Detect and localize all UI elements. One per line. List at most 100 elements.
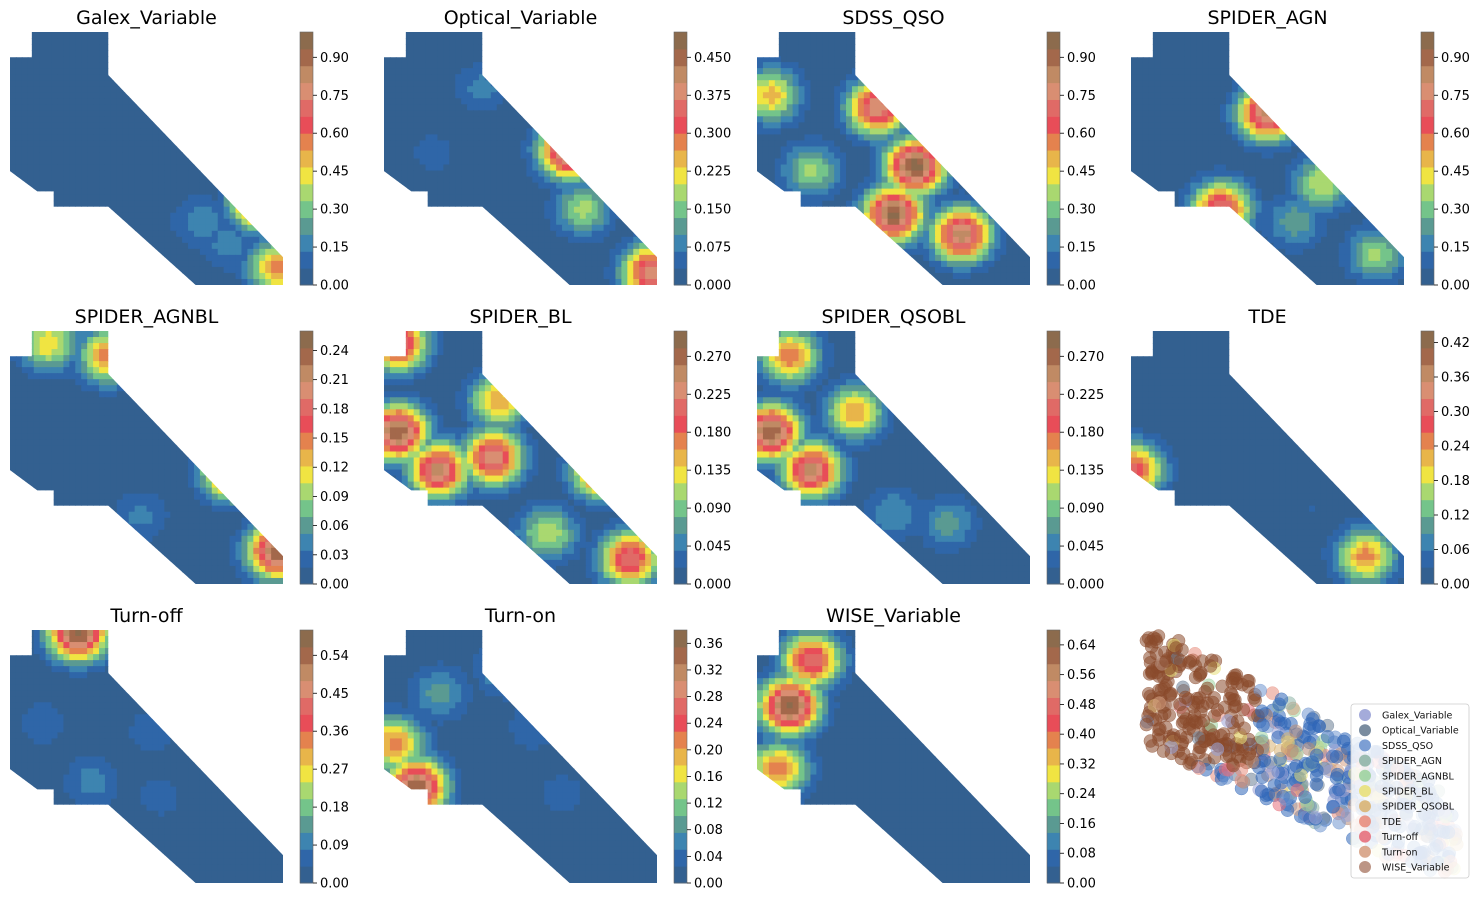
colorbar-tick-label: 0.03 <box>320 548 349 563</box>
legend-marker <box>1359 754 1371 767</box>
legend-label: SPIDER_AGN <box>1382 756 1442 767</box>
colorbar-tick-label: 0.60 <box>1067 127 1096 142</box>
legend-item: SDSS_QSO <box>1359 739 1433 752</box>
colorbar-tick-label: 0.36 <box>320 725 349 740</box>
legend-marker <box>1359 830 1371 843</box>
scatter-point <box>1152 683 1166 698</box>
colorbar-tick-label: 0.135 <box>694 464 731 479</box>
panel-1: Optical_Variable 0.000 0.075 0.150 0.225 0.30… <box>384 7 731 294</box>
colorbar-tick-label: 0.30 <box>1441 405 1470 420</box>
legend-marker <box>1359 845 1371 858</box>
scatter-point <box>1254 784 1269 798</box>
colorbar-tick-label: 0.270 <box>1067 350 1104 365</box>
colorbar-tick-label: 0.450 <box>694 51 731 66</box>
scatter-point <box>1242 747 1257 761</box>
colorbar-tick-label: 0.64 <box>1067 638 1096 653</box>
colorbar-tick-label: 0.18 <box>320 801 349 816</box>
colorbar-tick-label: 0.000 <box>1067 578 1104 593</box>
colorbar-tick-label: 0.12 <box>694 797 723 812</box>
colorbar-tick-label: 0.09 <box>320 839 349 854</box>
scatter-point <box>1193 667 1208 681</box>
legend-item: TDE <box>1359 815 1401 828</box>
legend-box <box>1350 703 1470 879</box>
scatter-point <box>1156 744 1171 758</box>
colorbar-tick-label: 0.30 <box>1067 203 1096 218</box>
colorbar: 0.000 0.045 0.090 0.135 0.180 0.225 0.270 <box>673 330 731 593</box>
scatter-point <box>1210 742 1225 756</box>
contour-field <box>384 331 657 584</box>
panel-title: SPIDER_BL <box>469 306 571 328</box>
panel-title: SPIDER_AGN <box>1207 7 1327 29</box>
legend-label: SPIDER_AGNBL <box>1382 771 1455 782</box>
colorbar-tick-label: 0.180 <box>694 426 731 441</box>
scatter-point <box>1200 681 1215 696</box>
scatter-point <box>1230 749 1245 764</box>
legend-label: TDE <box>1381 817 1401 828</box>
contour-field <box>1131 331 1404 584</box>
panel-7: TDE 0.00 0.06 0.12 0.18 0.24 0.30 0.36 0.42 <box>1131 306 1470 593</box>
scatter-point <box>1169 641 1183 655</box>
legend-item: Turn-on <box>1359 845 1418 858</box>
colorbar-tick-label: 0.40 <box>1067 728 1096 743</box>
legend-marker <box>1359 709 1371 721</box>
colorbar-tick-label: 0.48 <box>1067 698 1096 713</box>
colorbar: 0.00 0.08 0.16 0.24 0.32 0.40 0.48 0.56 0.64 <box>1046 629 1096 892</box>
colorbar-tick-label: 0.28 <box>694 690 723 705</box>
legend-marker <box>1359 815 1371 828</box>
legend-item: SPIDER_AGN <box>1359 754 1442 767</box>
panel-4: SPIDER_AGNBL 0.00 0.03 0.06 0.09 0.12 0.15 0.18… <box>10 306 349 593</box>
legend-marker <box>1359 785 1371 797</box>
contour-field <box>10 630 283 883</box>
scatter-point <box>1265 765 1280 780</box>
colorbar-tick-label: 0.270 <box>694 350 731 365</box>
colorbar-tick-label: 0.24 <box>320 344 349 359</box>
colorbar-tick-label: 0.180 <box>1067 426 1104 441</box>
scatter-point <box>1173 697 1187 712</box>
scatter-point <box>1227 668 1242 683</box>
colorbar-tick-label: 0.18 <box>1441 474 1470 489</box>
colorbar-tick-label: 0.24 <box>1441 440 1470 455</box>
colorbar: 0.00 0.04 0.08 0.12 0.16 0.20 0.24 0.28 0.32 0.36 <box>673 629 723 892</box>
scatter-point <box>1159 654 1173 668</box>
scatter-point <box>1207 691 1221 705</box>
colorbar-tick-label: 0.00 <box>320 279 349 294</box>
panel-title: SPIDER_QSOBL <box>821 306 965 328</box>
panel-3: SPIDER_AGN 0.00 0.15 0.30 0.45 0.60 0.75 0.90 <box>1131 7 1470 294</box>
colorbar-tick-label: 0.75 <box>1441 89 1470 104</box>
panel-5: SPIDER_BL0.0000.0450.0900.1350.1800.2250… <box>384 306 731 593</box>
colorbar-tick-label: 0.08 <box>1067 847 1096 862</box>
panel-2: SDSS_QSO 0.00 0.15 0.30 0.45 0.60 0.75 0.90 <box>757 7 1096 294</box>
colorbar-tick-label: 0.00 <box>1067 279 1096 294</box>
scatter-point <box>1230 714 1245 728</box>
colorbar-tick-label: 0.225 <box>694 388 731 403</box>
colorbar-tick-label: 0.60 <box>1441 127 1470 142</box>
colorbar-tick-label: 0.42 <box>1441 336 1470 351</box>
colorbar-tick-label: 0.08 <box>694 823 723 838</box>
scatter-point <box>1236 775 1251 789</box>
panel-title: Turn-off <box>109 605 183 627</box>
scatter-point <box>1332 782 1346 797</box>
legend-label: Optical_Variable <box>1382 726 1459 737</box>
colorbar-tick-label: 0.45 <box>1441 165 1470 180</box>
scatter-point <box>1139 717 1154 732</box>
scatter-point <box>1215 679 1230 694</box>
panel-title: TDE <box>1247 306 1286 328</box>
scatter-point <box>1166 728 1181 742</box>
colorbar-tick-label: 0.30 <box>320 203 349 218</box>
contour-field <box>10 331 283 584</box>
scatter-point <box>1267 778 1282 792</box>
colorbar-tick-label: 0.375 <box>694 89 731 104</box>
scatter-point <box>1309 748 1324 763</box>
scatter-point <box>1145 739 1160 753</box>
scatter-point <box>1289 724 1303 738</box>
legend-item: SPIDER_AGNBL <box>1359 769 1455 782</box>
contour-field <box>757 32 1030 285</box>
colorbar: 0.00 0.15 0.30 0.45 0.60 0.75 0.90 <box>299 31 349 294</box>
colorbar-tick-label: 0.54 <box>320 649 349 664</box>
panel-11: Galex_Variable Optical_Variable SDSS_QSO SP… <box>1139 629 1470 879</box>
colorbar-tick-label: 0.27 <box>320 763 349 778</box>
colorbar-tick-label: 0.12 <box>1441 509 1470 524</box>
scatter-point <box>1248 693 1262 707</box>
legend-label: SDSS_QSO <box>1382 741 1433 752</box>
legend-marker <box>1359 861 1371 873</box>
